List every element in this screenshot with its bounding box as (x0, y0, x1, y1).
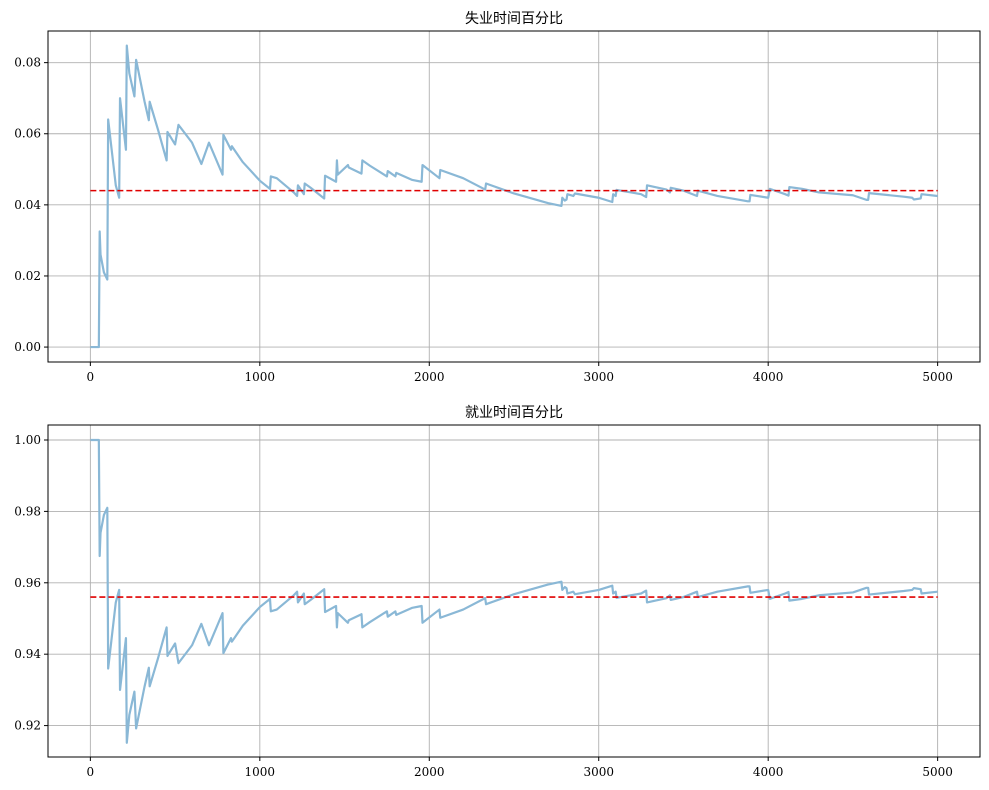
unemployment-subplot: 0 1000 2000 3000 4000 5000 0.00 0.02 0.04 0.06 0.0… (14, 11, 981, 384)
y-tick-label: 0.08 (14, 56, 41, 70)
plot-series (90, 438, 938, 744)
y-tick-label: 0.00 (14, 340, 41, 354)
axes-frame (47, 424, 981, 758)
grid (48, 425, 980, 757)
series-line (90, 438, 938, 744)
y-tick-label: 0.04 (14, 198, 41, 212)
x-tick-label: 0 (87, 370, 95, 384)
x-tick-label: 3000 (583, 370, 614, 384)
ticks: 0 1000 2000 3000 4000 5000 0.00 0.02 0.04 0.06 0.0… (14, 56, 953, 384)
x-tick-label: 2000 (414, 765, 445, 779)
y-tick-label: 0.94 (14, 647, 41, 661)
y-tick-label: 0.02 (14, 269, 41, 283)
plot-series (90, 44, 938, 349)
x-tick-label: 0 (87, 765, 95, 779)
y-tick-label: 0.06 (14, 127, 41, 141)
subplot-title: 就业时间百分比 (465, 405, 563, 421)
x-tick-label: 3000 (583, 765, 614, 779)
x-tick-label: 4000 (753, 765, 784, 779)
y-tick-label: 0.98 (14, 504, 41, 518)
x-tick-label: 4000 (753, 370, 784, 384)
x-tick-label: 2000 (414, 370, 445, 384)
y-tick-label: 1.00 (14, 433, 41, 447)
axes-frame (47, 30, 981, 363)
x-tick-label: 5000 (922, 765, 953, 779)
series-line (90, 44, 938, 349)
y-tick-label: 0.96 (14, 576, 41, 590)
grid (48, 31, 980, 362)
ticks: 0 1000 2000 3000 4000 5000 0.92 0.94 0.96 0.98 1.0… (14, 433, 953, 779)
employment-subplot: 0 1000 2000 3000 4000 5000 0.92 0.94 0.96 0.98 1.0… (14, 405, 981, 779)
x-tick-label: 1000 (245, 765, 276, 779)
x-tick-label: 1000 (245, 370, 276, 384)
y-tick-label: 0.92 (14, 719, 41, 733)
subplot-title: 失业时间百分比 (465, 11, 563, 27)
x-tick-label: 5000 (922, 370, 953, 384)
